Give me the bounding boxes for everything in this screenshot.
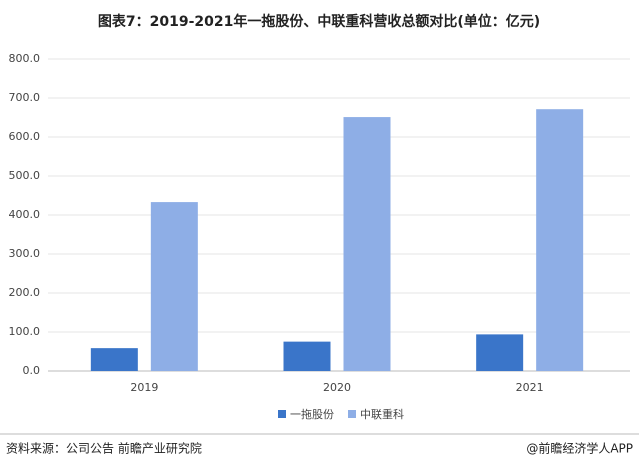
y-tick-label: 500.0 [9, 169, 41, 182]
legend-label: 中联重科 [360, 407, 404, 421]
bar [343, 117, 391, 371]
legend-swatch [278, 410, 286, 418]
bar [150, 202, 198, 371]
bar [476, 334, 524, 371]
y-tick-label: 300.0 [9, 247, 41, 260]
y-tick-label: 0.0 [23, 364, 41, 377]
y-tick-label: 700.0 [9, 91, 41, 104]
legend-swatch [348, 410, 356, 418]
bar [283, 341, 331, 371]
credit: @前瞻经济学人APP [526, 441, 633, 456]
chart-title: 图表7：2019-2021年一拖股份、中联重科营收总额对比(单位：亿元) [98, 13, 540, 30]
legend-label: 一拖股份 [290, 407, 334, 421]
y-tick-label: 800.0 [9, 52, 41, 65]
x-tick-label: 2021 [516, 381, 544, 394]
source: 资料来源：公司公告 前瞻产业研究院 [6, 441, 202, 456]
y-tick-label: 100.0 [9, 325, 41, 338]
bar [536, 109, 584, 372]
y-tick-label: 400.0 [9, 208, 41, 221]
y-tick-label: 600.0 [9, 130, 41, 143]
x-tick-label: 2020 [323, 381, 351, 394]
x-tick-label: 2019 [130, 381, 158, 394]
y-tick-label: 200.0 [9, 286, 41, 299]
bar [90, 348, 138, 371]
